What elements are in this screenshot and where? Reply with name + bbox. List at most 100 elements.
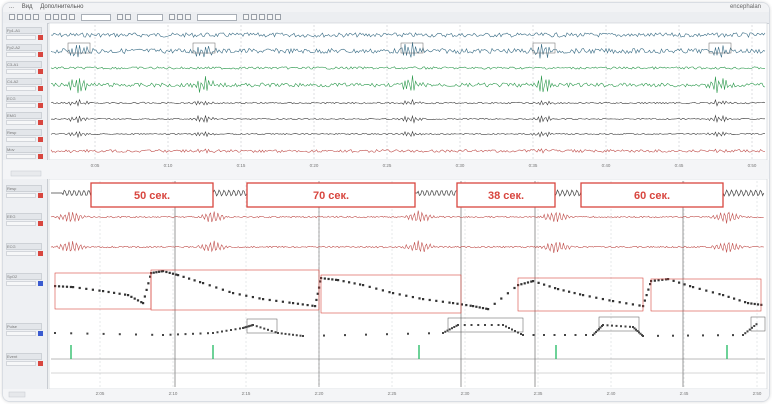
- spo2-point: [738, 299, 741, 302]
- spo2-point: [405, 294, 408, 297]
- status-field[interactable]: [8, 391, 26, 398]
- desat-region[interactable]: [150, 269, 320, 311]
- spo2-point: [472, 305, 475, 308]
- help-icon[interactable]: [275, 14, 281, 20]
- spo2-point: [493, 302, 496, 305]
- top-channel-label[interactable]: C3-A1: [6, 61, 42, 68]
- scale-select[interactable]: [137, 14, 163, 21]
- save-icon[interactable]: [25, 14, 31, 20]
- spo2-point: [337, 279, 340, 282]
- pulse-point: [595, 331, 597, 333]
- spo2-point: [747, 302, 750, 305]
- time-field[interactable]: [197, 14, 237, 21]
- stop-icon[interactable]: [69, 14, 75, 20]
- bottom-channel-label[interactable]: SpO2: [6, 273, 42, 280]
- grid-icon[interactable]: [169, 14, 175, 20]
- menu-item-extra[interactable]: Дополнительно: [40, 4, 84, 10]
- spo2-point: [418, 297, 421, 300]
- top-event-box[interactable]: [708, 42, 732, 54]
- top-channel-scale[interactable]: [6, 120, 36, 125]
- montage-icon[interactable]: [177, 14, 183, 20]
- spo2-point: [245, 294, 248, 297]
- settings-icon[interactable]: [267, 14, 273, 20]
- bottom-channel-scale[interactable]: [6, 193, 36, 198]
- zoom-out-icon[interactable]: [53, 14, 59, 20]
- bottom-channel-label[interactable]: Pulse: [6, 323, 42, 330]
- report-icon[interactable]: [259, 14, 265, 20]
- pulse-point: [184, 333, 187, 336]
- spo2-point: [543, 283, 546, 286]
- speed-select[interactable]: [81, 14, 111, 21]
- bottom-channel-scale[interactable]: [6, 221, 36, 226]
- top-channel-label[interactable]: Fp2-A2: [6, 44, 42, 51]
- desat-region[interactable]: [650, 278, 762, 312]
- top-channel-scale[interactable]: [6, 154, 36, 159]
- desat-region[interactable]: [517, 277, 644, 312]
- top-event-box[interactable]: [400, 42, 424, 54]
- top-event-box[interactable]: [192, 42, 216, 54]
- spo2-point: [124, 293, 127, 296]
- menu-item-file[interactable]: ...: [9, 4, 15, 10]
- bottom-channel-scale[interactable]: [6, 331, 36, 336]
- filter-icon[interactable]: [185, 14, 191, 20]
- pulse-point: [574, 334, 577, 336]
- trace-top-5: [50, 114, 765, 124]
- pulse-point: [606, 324, 609, 327]
- pulse-point: [54, 332, 56, 334]
- top-channel-label[interactable]: Fp1-A1: [6, 27, 42, 34]
- bottom-channel-label[interactable]: EEG: [6, 213, 42, 220]
- bottom-channel-label[interactable]: Resp: [6, 185, 42, 192]
- spo2-point: [487, 308, 490, 311]
- bottom-channel-scale[interactable]: [6, 251, 36, 256]
- channel-color-icon: [38, 52, 43, 57]
- desat-region[interactable]: [320, 274, 462, 314]
- pulse-event-box[interactable]: [246, 318, 278, 334]
- spo2-point: [475, 305, 478, 308]
- spo2-point: [588, 295, 591, 298]
- zoom-in-icon[interactable]: [45, 14, 51, 20]
- spo2-point: [573, 291, 576, 295]
- top-channel-label[interactable]: Mov: [6, 146, 42, 153]
- pulse-event-box[interactable]: [447, 317, 524, 333]
- bottom-channel-scale[interactable]: [6, 361, 36, 366]
- top-event-box[interactable]: [67, 42, 91, 54]
- event-icon[interactable]: [251, 14, 257, 20]
- pulse-event-box[interactable]: [750, 316, 766, 332]
- top-channel-scale[interactable]: [6, 52, 36, 57]
- spo2-point: [625, 302, 628, 305]
- bottom-channel-scale[interactable]: [6, 281, 36, 286]
- top-channel-scale[interactable]: [6, 103, 36, 108]
- menu-item-view[interactable]: Вид: [21, 4, 33, 10]
- annotation-box-38[interactable]: [456, 182, 556, 208]
- pulse-event-box[interactable]: [598, 316, 640, 332]
- top-channel-scale[interactable]: [6, 69, 36, 74]
- pulse-point: [284, 332, 287, 335]
- new-icon[interactable]: [9, 14, 15, 20]
- channel-color-icon: [38, 103, 43, 108]
- top-channel-label[interactable]: EMG: [6, 112, 42, 119]
- pulse-point: [463, 324, 466, 326]
- print-icon[interactable]: [33, 14, 39, 20]
- top-channel-label[interactable]: Resp: [6, 129, 42, 136]
- spo2-point: [557, 288, 560, 291]
- annotation-box-70[interactable]: [246, 182, 416, 208]
- annotation-box-50[interactable]: [90, 182, 214, 208]
- bottom-channel-label[interactable]: Event: [6, 353, 42, 360]
- spo2-point: [698, 287, 701, 290]
- top-channel-label[interactable]: C4-A2: [6, 78, 42, 85]
- marker-icon[interactable]: [243, 14, 249, 20]
- top-channel-scale[interactable]: [6, 137, 36, 142]
- top-channel-scale[interactable]: [6, 35, 36, 40]
- top-channel-label[interactable]: ECG: [6, 95, 42, 102]
- play-icon[interactable]: [61, 14, 67, 20]
- top-event-box[interactable]: [532, 42, 556, 54]
- bottom-channel-label[interactable]: ECG: [6, 243, 42, 250]
- top-channel-scale[interactable]: [6, 86, 36, 91]
- page-scroll-field[interactable]: [10, 170, 42, 177]
- prev-icon[interactable]: [117, 14, 123, 20]
- annotation-box-60[interactable]: [580, 182, 724, 208]
- pulse-point: [585, 334, 587, 336]
- next-icon[interactable]: [125, 14, 131, 20]
- open-icon[interactable]: [17, 14, 23, 20]
- spo2-point: [258, 297, 261, 300]
